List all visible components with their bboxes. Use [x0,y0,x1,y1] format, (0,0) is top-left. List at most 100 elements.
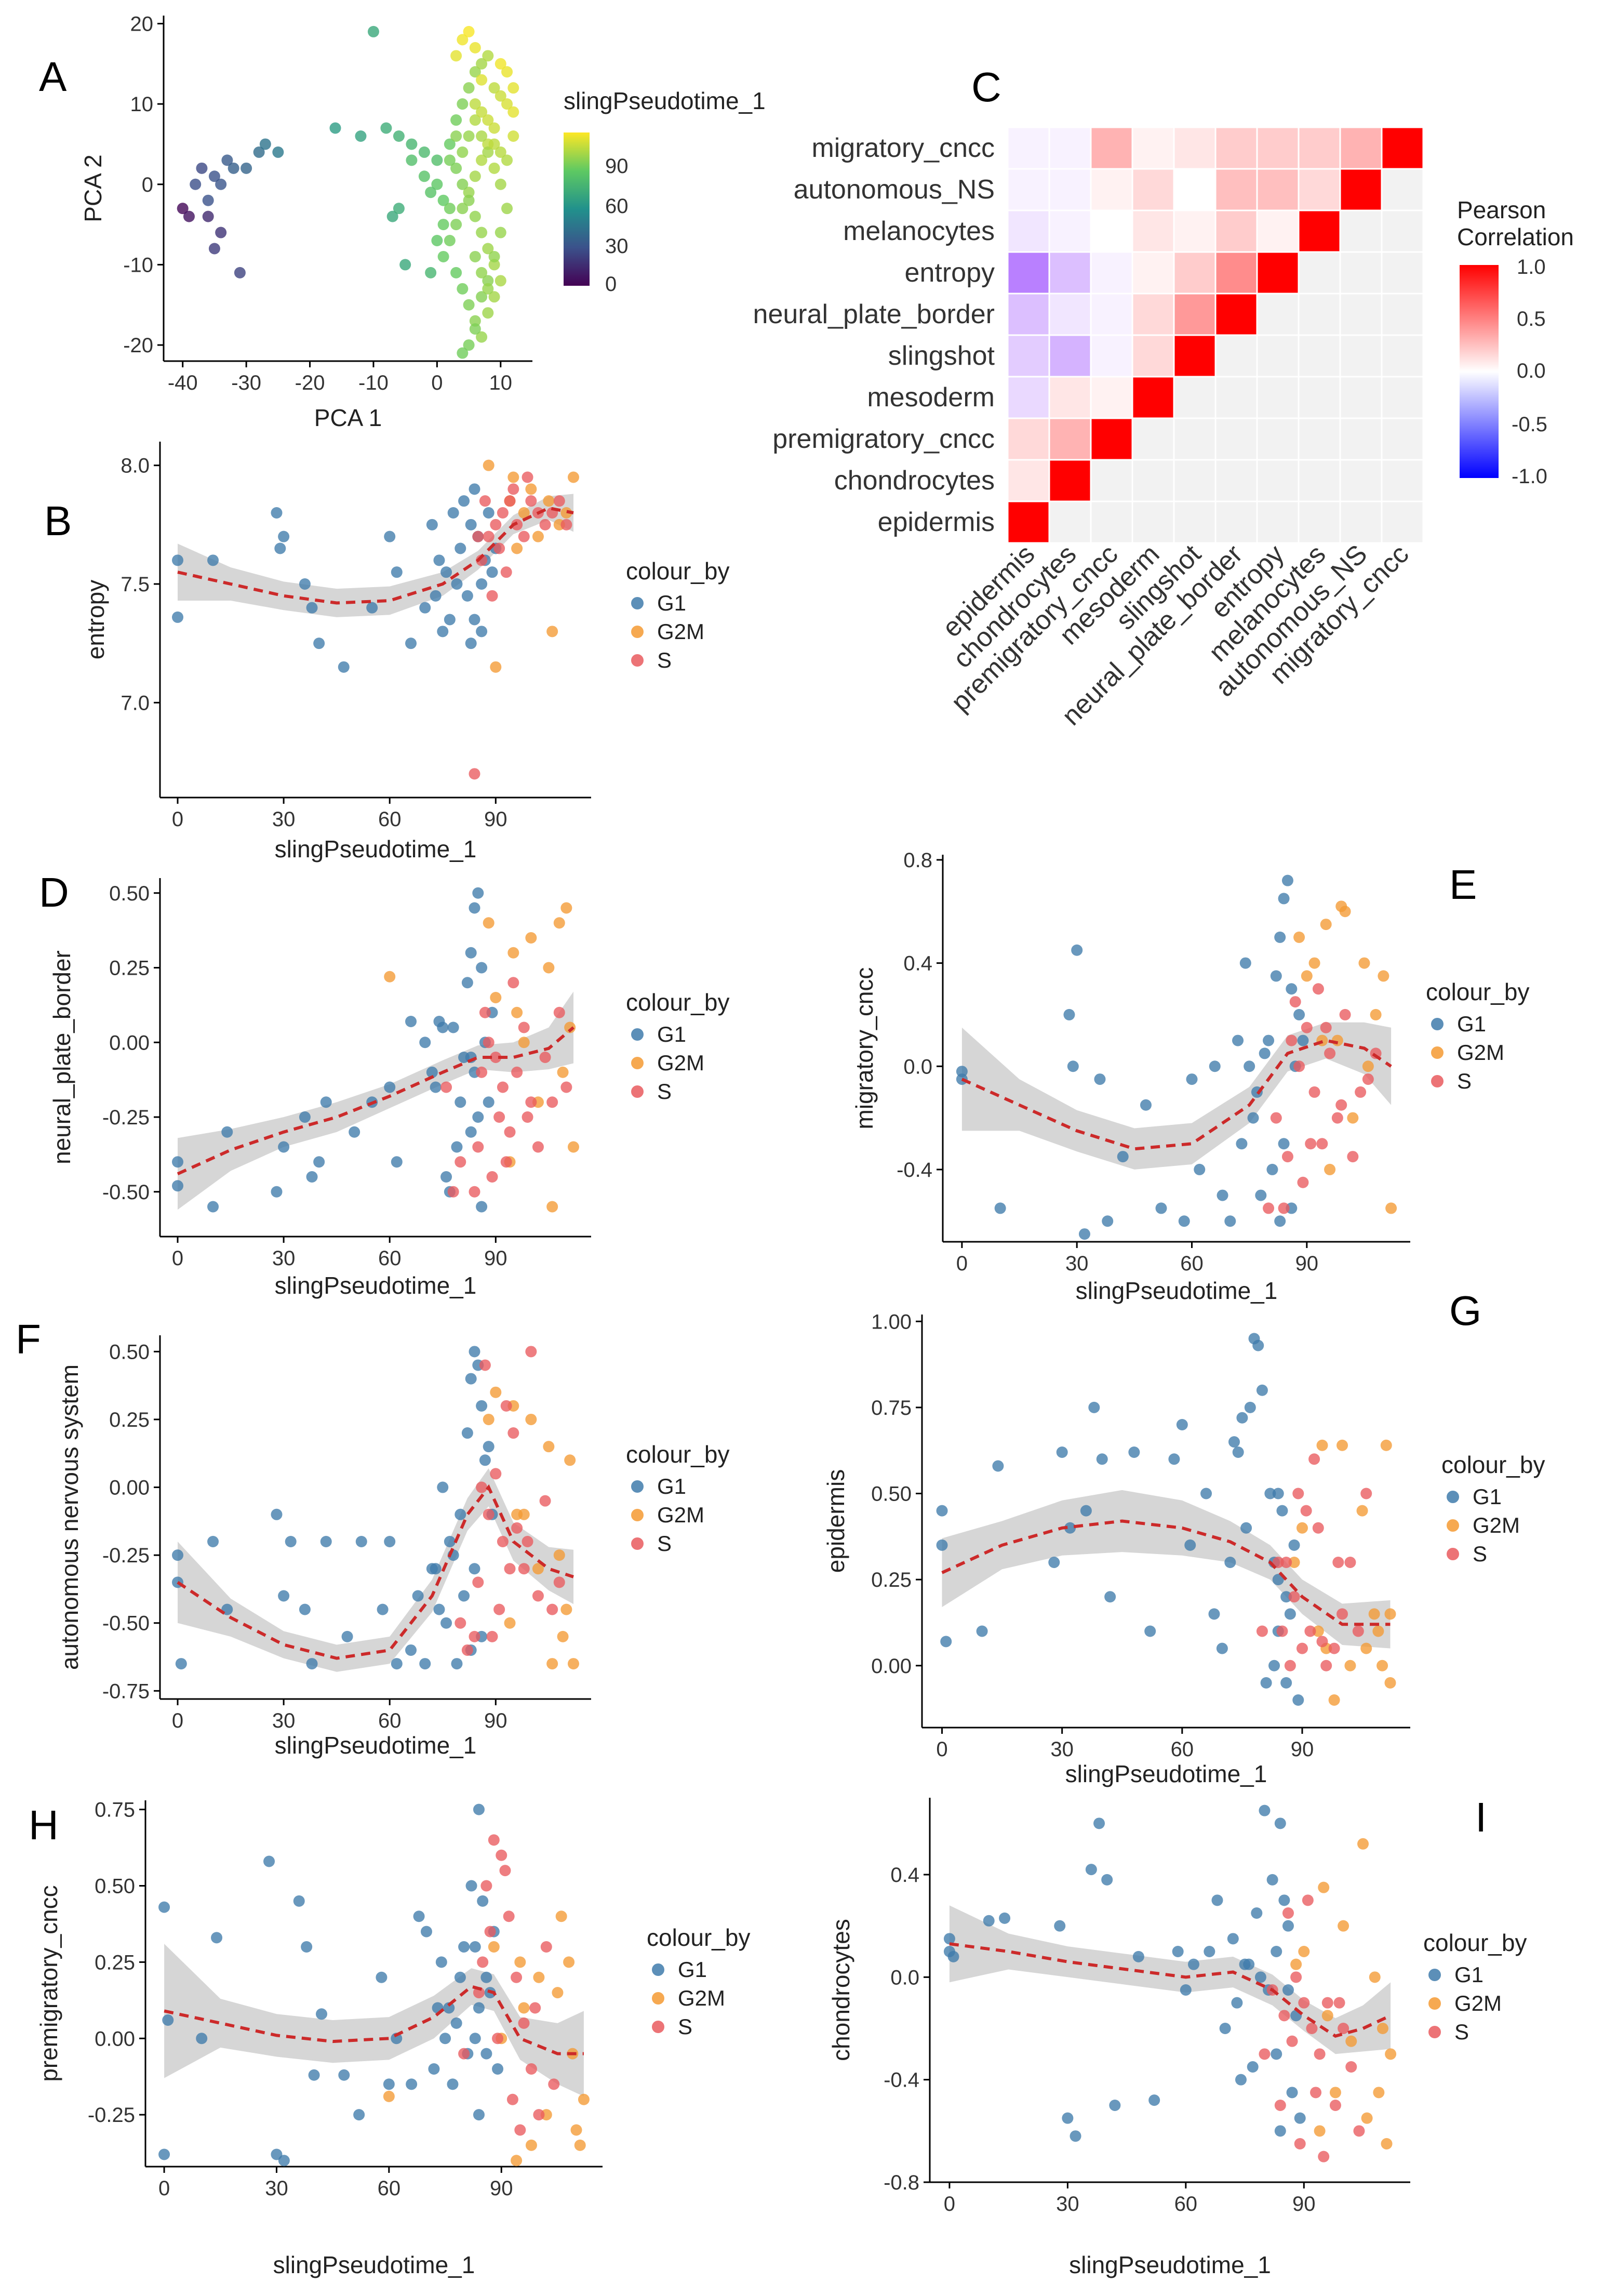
point-g1 [458,495,470,507]
heatmap-empty-cell [1381,376,1424,419]
pca-point [418,170,430,182]
point-g1 [483,1441,495,1453]
point-s [507,977,519,989]
point-s [476,1066,488,1078]
point-g1 [461,977,473,989]
pearson-legend-tick: -0.5 [1512,413,1547,436]
heatmap-cell [1214,126,1258,170]
point-g1 [1232,1446,1244,1458]
point-g1 [469,614,480,626]
heatmap-empty-cell [1381,209,1424,253]
point-g1 [956,1066,968,1078]
point-s [480,1880,492,1892]
point-g1 [455,1096,466,1108]
point-g1 [1070,2130,1081,2142]
point-s [1344,1557,1356,1568]
heatmap-empty-cell [1256,417,1300,461]
y-tick-label: 0.25 [871,1569,912,1591]
point-g1 [1102,1215,1114,1227]
y-tick-label: -0.50 [102,1181,150,1204]
point-g2m [1344,1660,1356,1671]
heatmap-row-label: slingshot [888,341,995,371]
heatmap-row-label: migratory_cncc [811,133,995,163]
point-g1 [433,554,445,566]
pca-point [406,154,418,166]
point-g1 [1247,1112,1259,1124]
point-g2m [1362,1060,1374,1072]
point-g1 [1094,1073,1106,1085]
point-g2m [1301,970,1313,982]
point-s [490,1468,502,1480]
point-s [476,1481,488,1493]
legend-key-s [1428,2026,1441,2038]
point-g1 [451,1141,463,1153]
point-g1 [278,1590,290,1602]
y-tick-label: 0 [142,174,153,196]
point-g1 [1176,1419,1188,1430]
pca-point [469,42,481,54]
heatmap-empty-cell [1298,376,1341,419]
point-s [1308,1086,1320,1098]
x-tick-label: 90 [484,808,507,831]
heatmap-empty-cell [1381,168,1424,211]
point-g2m [1377,1660,1388,1671]
point-s [500,1156,512,1168]
point-g1 [472,1111,484,1123]
point-s [511,1971,523,1983]
point-g1 [377,1603,389,1615]
point-s [500,1400,512,1412]
pca-point [457,347,469,359]
point-g1 [465,947,477,959]
legend-label: G1 [657,591,686,615]
trend-line [177,506,574,605]
x-tick-label: 60 [1180,1252,1204,1275]
point-s [490,1052,502,1063]
point-g1 [420,1926,432,1937]
point-s [469,768,480,780]
legend-key-g1 [631,1028,644,1041]
point-g1 [391,1156,403,1168]
x-tick-label: 90 [1295,1252,1319,1275]
legend-label: G2M [1454,1991,1502,2015]
heatmap-cell [1131,376,1175,419]
y-tick-label: 0.00 [109,1477,150,1499]
point-s [1360,1488,1372,1499]
point-g1 [994,1202,1006,1214]
point-g1 [1274,1817,1286,1829]
heatmap-cell [1090,168,1133,211]
point-g2m [578,2093,590,2105]
point-s [497,507,509,519]
heatmap-cell [1339,126,1383,170]
point-g1 [1294,2112,1306,2124]
point-g1 [172,1549,184,1561]
point-g1 [1280,1591,1292,1603]
pca-point [457,146,469,158]
point-s [539,1495,551,1507]
point-g1 [1282,1920,1294,1932]
point-g1 [428,2063,440,2075]
point-g1 [1280,1677,1292,1689]
point-g1 [476,1201,488,1213]
legend-label: S [678,2014,692,2039]
point-s [469,1186,480,1198]
point-g1 [1071,944,1083,956]
point-g1 [1278,893,1290,905]
x-tick-label: 30 [272,1709,296,1732]
point-g1 [469,483,480,495]
point-s [1298,1997,1310,2009]
point-s [1306,2023,1318,2034]
point-s [469,1630,480,1642]
point-g1 [936,1539,948,1551]
pca-point [450,114,462,126]
point-s [497,1536,509,1548]
panel-label-H: H [29,1802,59,1848]
point-g2m [488,1941,500,1953]
x-axis-title: slingPseudotime_1 [275,1272,477,1299]
heatmap-empty-cell [1339,459,1383,502]
point-s [560,1081,572,1093]
heatmap-empty-cell [1214,334,1258,378]
point-g1 [465,1126,477,1138]
legend-key-g1 [1447,1491,1459,1503]
x-tick-label: 60 [378,808,402,831]
x-axis-title: slingPseudotime_1 [273,2251,475,2278]
